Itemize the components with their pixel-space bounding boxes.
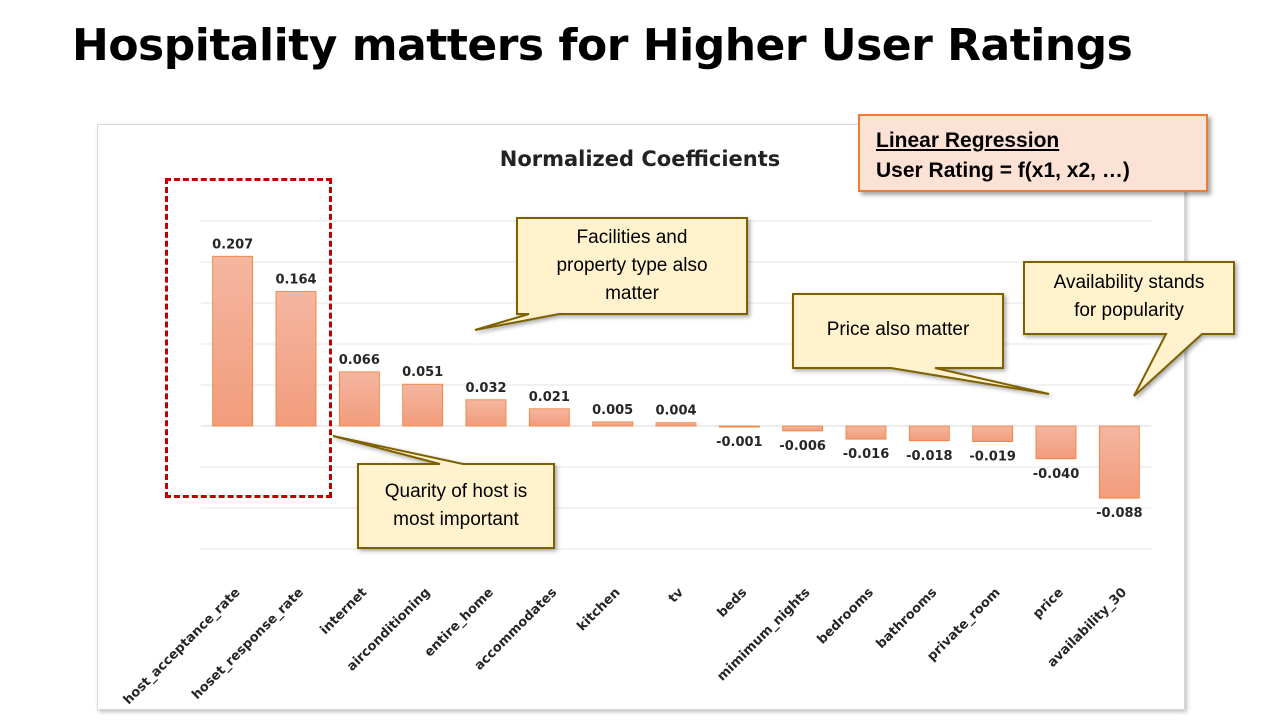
category-label: hoset_response_rate [189,585,307,703]
bar-airconditioning [402,383,444,427]
value-label: -0.018 [906,449,953,464]
callout-host: Quarity of host is most important [332,435,555,549]
value-label: -0.040 [1033,467,1080,482]
bar-hoset_response_rate [275,291,317,427]
value-label: 0.164 [275,273,316,288]
callout-facilities-text: Facilities and property type also matter [556,227,708,304]
bar-internet [338,371,380,427]
bar-host_acceptance_rate [212,255,254,427]
bar-tv [655,422,697,427]
category-label: tv [666,585,687,606]
value-label: 0.051 [402,365,443,380]
bar-bathrooms [908,425,950,442]
category-label: bathrooms [874,585,941,652]
value-label: -0.016 [843,447,890,462]
callout-host-text: Quarity of host is most important [384,481,528,530]
value-label: -0.019 [969,450,1016,465]
callout-price: Price also matter [792,293,1050,395]
callout-availability: Availability stands for popularity [1023,261,1235,397]
callout-price-text: Price also matter [826,319,970,340]
category-label: bedrooms [815,585,877,647]
bar-price [1035,425,1077,460]
category-label: beds [715,585,751,621]
value-label: 0.066 [339,353,380,368]
value-label: -0.001 [716,435,763,450]
category-label: internet [318,585,371,638]
regression-box: Linear Regression User Rating = f(x1, x2… [858,114,1208,192]
value-label: 0.032 [465,381,506,396]
callout-availability-text: Availability stands for popularity [1053,272,1205,321]
callout-facilities: Facilities and property type also matter [474,217,748,331]
value-label: 0.021 [529,390,570,405]
value-label: -0.088 [1096,506,1143,521]
bar-bedrooms [845,425,887,440]
bar-accommodates [528,408,570,427]
bar-kitchen [592,421,634,427]
regression-formula: User Rating = f(x1, x2, …) [876,159,1130,182]
regression-title: Linear Regression [876,129,1060,152]
value-label: 0.207 [212,237,253,252]
bar-entire_home [465,399,507,427]
value-label: 0.005 [592,403,633,418]
category-label: kitchen [574,585,623,634]
category-label: host_acceptance_rate [121,585,244,708]
bar-chart: Normalized Coefficients 0.2070.1640.0660… [121,147,1151,708]
host-highlight-box [165,178,332,498]
bar-availability_30 [1098,425,1140,499]
slide-title: Hospitality matters for Higher User Rati… [72,20,1133,71]
value-labels: 0.207 0.164 0.066 0.051 0.032 0.021 0.005 0.004… [212,237,1142,521]
value-label: 0.004 [655,404,696,419]
bar-private_room [972,425,1014,442]
bar-mimimum_nights [782,425,824,432]
chart-title: Normalized Coefficients [500,147,781,171]
bars [212,255,1140,499]
value-label: -0.006 [779,439,826,454]
bar-beds [718,425,760,428]
category-label: price [1030,585,1067,622]
